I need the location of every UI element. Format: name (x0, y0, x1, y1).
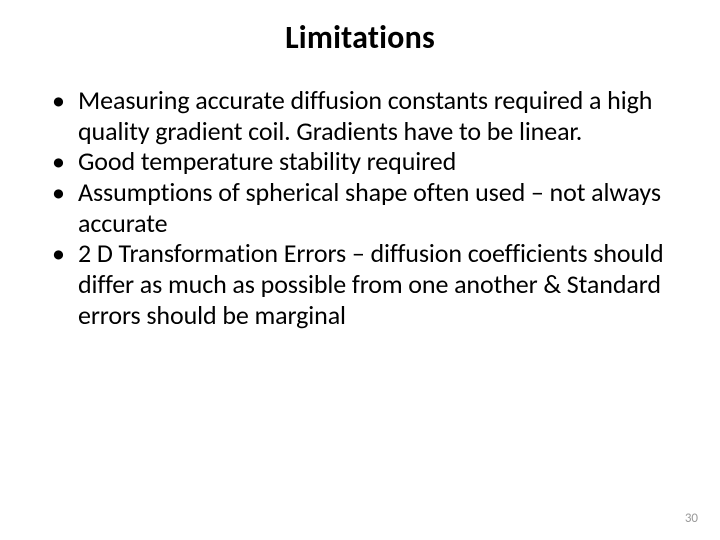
bullet-list: Measuring accurate diffusion constants r… (48, 85, 672, 330)
page-number: 30 (685, 511, 698, 526)
list-item: Assumptions of spherical shape often use… (48, 177, 672, 238)
list-item: 2 D Transformation Errors – diffusion co… (48, 238, 672, 330)
list-item: Good temperature stability required (48, 146, 672, 177)
slide: Limitations Measuring accurate diffusion… (0, 0, 720, 540)
slide-title: Limitations (48, 18, 672, 57)
list-item: Measuring accurate diffusion constants r… (48, 85, 672, 146)
